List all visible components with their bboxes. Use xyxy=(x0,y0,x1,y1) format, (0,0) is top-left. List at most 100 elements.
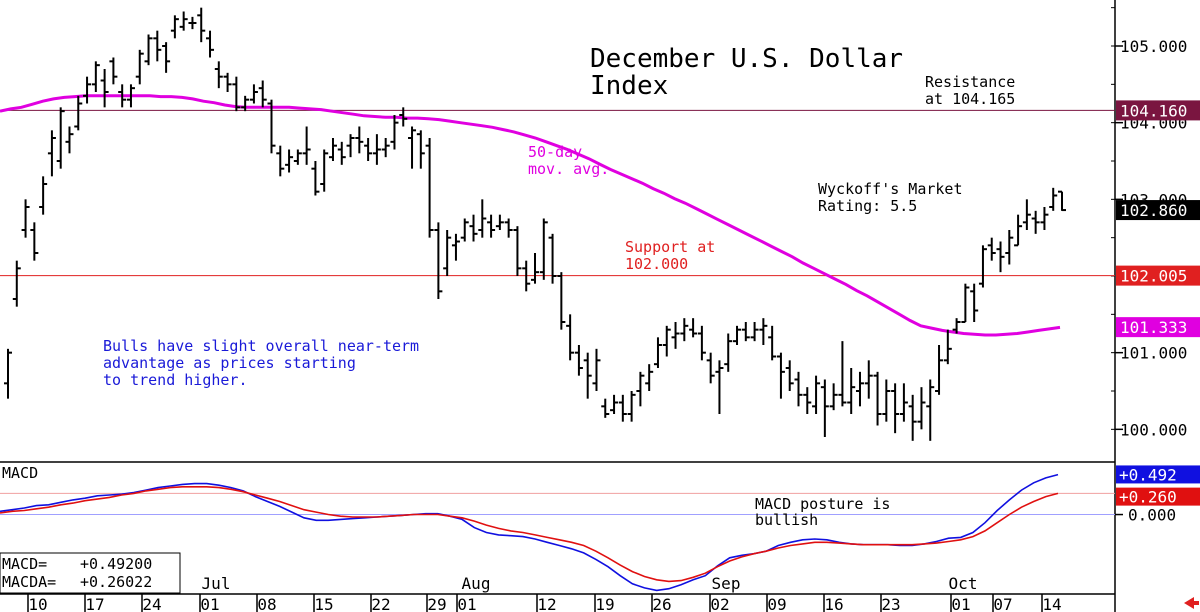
price-bar xyxy=(803,387,812,414)
price-bar xyxy=(179,11,188,31)
price-bar xyxy=(416,130,425,169)
price-bar xyxy=(618,394,627,422)
price-bar xyxy=(443,230,452,276)
last-price-tag-bg xyxy=(1116,200,1200,221)
price-bar xyxy=(873,371,882,426)
price-bar xyxy=(812,375,821,414)
price-bar xyxy=(12,260,21,307)
price-bar xyxy=(135,49,144,85)
bulls-note-line-1: Bulls have slight overall near-term xyxy=(103,337,419,355)
price-bar xyxy=(293,149,302,165)
macd-panel: 0.000 +0.492 +0.260 xyxy=(0,465,1200,592)
price-bar xyxy=(1031,210,1040,234)
price-bar xyxy=(1014,214,1023,247)
price-bar xyxy=(285,149,294,173)
date-tick-label: 15 xyxy=(314,595,333,612)
price-bar xyxy=(495,214,504,230)
price-bar xyxy=(513,226,522,276)
price-bar xyxy=(302,126,311,165)
price-bars xyxy=(4,7,1066,441)
price-bar xyxy=(56,107,65,169)
price-tick-label: 100.000 xyxy=(1120,420,1187,439)
price-bar xyxy=(908,394,917,441)
date-tick-label: 24 xyxy=(142,595,161,612)
price-bar xyxy=(724,333,733,372)
price-bar xyxy=(214,61,223,89)
support-tag: 102.005 xyxy=(1120,267,1187,286)
date-tick-label: 29 xyxy=(427,595,446,612)
resistance-note-line-1: Resistance xyxy=(925,73,1015,91)
month-label: Sep xyxy=(712,574,741,593)
price-bar xyxy=(697,325,706,361)
price-bar xyxy=(750,322,759,342)
price-bar xyxy=(74,95,83,131)
price-bar xyxy=(627,391,636,422)
price-bar xyxy=(601,398,610,418)
price-bar xyxy=(267,99,276,154)
price-bar xyxy=(381,138,390,158)
price-bar xyxy=(109,57,118,85)
price-bar xyxy=(126,84,135,108)
price-bar xyxy=(223,72,232,92)
price-bar xyxy=(197,7,206,43)
bulls-note-line-3: to trend higher. xyxy=(103,371,248,389)
macda-readout-value: +0.26022 xyxy=(80,573,152,591)
ma-value-tag: 101.333 xyxy=(1120,318,1187,337)
price-bar xyxy=(47,130,56,177)
back-arrow-icon[interactable] xyxy=(1184,597,1199,609)
price-bar xyxy=(258,80,267,108)
month-label: Jul xyxy=(202,574,231,593)
price-bar xyxy=(372,134,381,165)
price-bar xyxy=(390,115,399,150)
price-bar xyxy=(917,387,926,430)
price-bar xyxy=(926,379,935,441)
price-bar xyxy=(320,149,329,192)
bulls-note-line-2: advantage as prices starting xyxy=(103,354,356,372)
price-bar xyxy=(557,272,566,330)
date-axis: 10 17 24 01 08 15 22 29 01 12 19 26 02 09 16 23 01 07 14 Ju… xyxy=(27,574,1062,612)
date-tick-label: 07 xyxy=(993,595,1012,612)
price-bar xyxy=(1022,199,1031,230)
date-tick-label: 01 xyxy=(457,595,476,612)
price-bar xyxy=(583,352,592,399)
price-bar xyxy=(574,345,583,376)
price-bar xyxy=(996,241,1005,273)
resistance-note-line-2: at 104.165 xyxy=(925,90,1015,108)
macda-value-tag-bg xyxy=(1116,487,1200,506)
rating-note-line-1: Wyckoff's Market xyxy=(818,180,963,198)
resistance-tag: 104.160 xyxy=(1120,101,1187,120)
month-label: Oct xyxy=(949,574,978,593)
price-bar xyxy=(162,42,171,73)
price-bar xyxy=(891,383,900,434)
price-tick-label: 105.000 xyxy=(1120,37,1187,56)
price-bar xyxy=(100,69,109,108)
price-bar xyxy=(487,214,496,238)
price-bar xyxy=(311,161,320,196)
date-tick-label: 02 xyxy=(710,595,729,612)
price-bar xyxy=(882,379,891,422)
price-bar xyxy=(232,76,241,112)
chart-title-line-1: December U.S. Dollar xyxy=(590,44,903,74)
macda-readout-label: MACDA= xyxy=(2,573,56,591)
ma-note-line-1: 50-day xyxy=(528,143,582,161)
price-bar xyxy=(820,379,829,437)
date-tick-label: 01 xyxy=(200,595,219,612)
price-bar xyxy=(838,341,847,407)
price-bar xyxy=(504,218,513,238)
price-bar xyxy=(83,76,92,104)
last-price-tag: 102.860 xyxy=(1120,201,1187,220)
price-bar xyxy=(425,138,434,238)
price-bar xyxy=(671,322,680,349)
chart-title-line-2: Index xyxy=(590,71,668,101)
price-bar xyxy=(776,352,785,399)
price-bar xyxy=(592,348,601,391)
price-bar xyxy=(399,107,408,127)
price-bar xyxy=(188,16,197,30)
price-bar xyxy=(636,371,645,407)
macd-note-line-2: bullish xyxy=(755,511,818,529)
ma-value-tag-bg xyxy=(1116,317,1200,338)
price-bar xyxy=(4,348,12,399)
date-tick-label: 22 xyxy=(371,595,390,612)
price-bar xyxy=(1040,207,1049,230)
